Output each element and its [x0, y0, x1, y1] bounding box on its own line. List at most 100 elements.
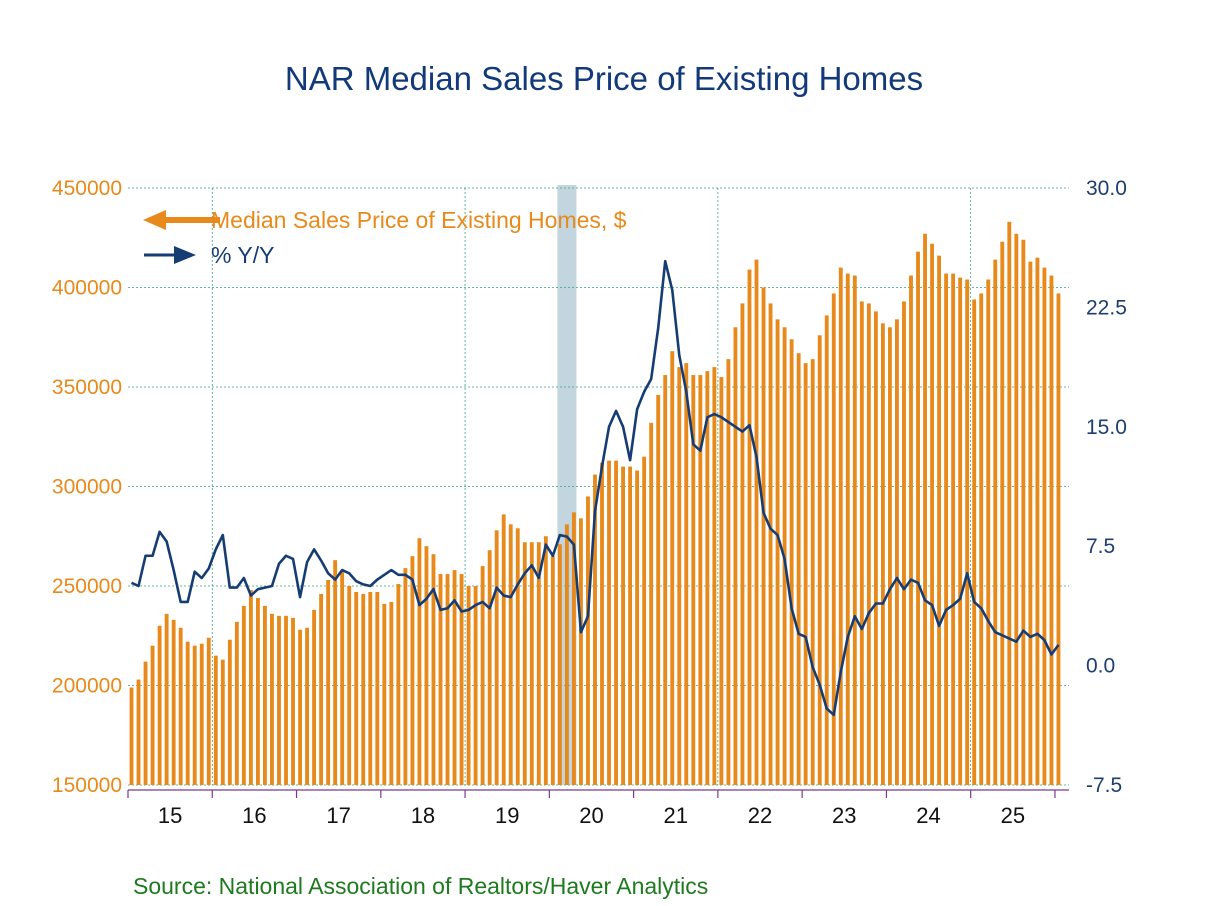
price-bar: [536, 542, 541, 785]
price-bar: [873, 311, 878, 785]
price-bar: [164, 613, 169, 785]
price-bar: [993, 259, 998, 785]
price-bar: [417, 538, 422, 785]
price-bar: [880, 323, 885, 785]
left-tick-label: 200000: [52, 675, 122, 698]
price-bar: [354, 591, 359, 785]
price-bar: [719, 377, 724, 785]
price-bar: [508, 524, 513, 785]
price-bar: [838, 267, 843, 786]
price-bar: [684, 363, 689, 785]
left-tick-label: 300000: [52, 476, 122, 499]
price-bar: [270, 613, 274, 785]
price-bar: [424, 546, 429, 785]
price-bar: [958, 277, 963, 785]
price-bar: [866, 303, 871, 785]
price-bar: [747, 269, 752, 786]
price-bar: [291, 617, 295, 785]
price-bar: [255, 597, 260, 785]
price-bar: [129, 687, 134, 785]
price-bar: [670, 351, 675, 785]
x-tick-label: 18: [411, 803, 435, 828]
x-tick-label: 19: [495, 803, 519, 828]
price-bar: [642, 456, 647, 785]
price-bar: [543, 536, 548, 785]
line-series: [130, 259, 1060, 717]
price-bar: [810, 359, 815, 785]
source-note: Source: National Association of Realtors…: [133, 873, 708, 899]
price-bar: [136, 679, 141, 785]
price-bar: [557, 544, 562, 785]
right-tick-label: 15.0: [1086, 416, 1127, 439]
price-bar: [593, 474, 597, 785]
price-bar: [937, 255, 942, 785]
price-bar: [515, 528, 520, 785]
price-bar: [206, 637, 211, 785]
yoy-line: [130, 259, 1060, 717]
price-bar: [564, 524, 569, 785]
x-tick-label: 15: [158, 803, 182, 828]
price-bar: [691, 375, 696, 785]
legend-item-yoy: % Y/Y: [144, 242, 275, 268]
price-bar: [586, 496, 590, 785]
right-tick-label: 30.0: [1086, 177, 1127, 200]
price-bar: [1056, 293, 1061, 785]
price-bar: [171, 619, 176, 785]
price-bar: [1049, 275, 1054, 785]
price-bar: [192, 645, 197, 785]
price-bar: [930, 243, 934, 786]
price-bar: [501, 514, 506, 785]
price-bar: [1014, 233, 1019, 785]
price-bar: [979, 293, 984, 785]
price-bar: [178, 627, 183, 785]
price-bar: [972, 299, 977, 785]
x-tick-label: 23: [832, 803, 856, 828]
price-bar: [1042, 267, 1047, 786]
price-bar: [768, 303, 773, 785]
price-bar: [340, 572, 345, 785]
price-bar: [375, 591, 380, 785]
price-bar: [277, 615, 281, 785]
price-bar: [522, 542, 527, 785]
price-bar: [494, 530, 499, 785]
price-bar: [431, 554, 436, 785]
legend-yoy-arrow-icon: [174, 246, 196, 264]
price-bar: [887, 327, 892, 785]
x-axis-ticks: 15 16 17 18 19 20 21 22 23 24 25: [158, 803, 1025, 828]
price-bar: [845, 273, 850, 785]
price-bar: [803, 363, 808, 785]
price-bar: [150, 645, 155, 785]
price-bar: [438, 574, 443, 785]
right-axis-ticks: 30.0 22.5 15.0 7.5 0.0 -7.5: [1086, 177, 1127, 797]
price-bar: [614, 460, 618, 785]
price-bar: [1021, 239, 1026, 786]
price-bar: [607, 460, 611, 785]
price-bar: [817, 335, 822, 785]
price-bar: [831, 293, 836, 785]
right-tick-label: 7.5: [1086, 535, 1115, 558]
price-bar: [410, 556, 415, 785]
price-bar: [628, 466, 633, 785]
price-bar: [312, 609, 317, 785]
x-tick-label: 22: [748, 803, 772, 828]
price-bar: [382, 603, 387, 785]
price-bar: [789, 339, 794, 785]
price-bar: [361, 593, 366, 785]
price-bar: [649, 422, 654, 785]
chart-title: NAR Median Sales Price of Existing Homes: [285, 60, 923, 97]
price-bar: [895, 319, 899, 785]
price-bar: [445, 574, 450, 785]
price-bar: [234, 621, 239, 785]
price-bar: [909, 275, 913, 785]
price-bar: [824, 315, 829, 785]
legend-yoy-label: % Y/Y: [211, 242, 275, 268]
price-bar: [656, 394, 661, 785]
right-tick-label: 22.5: [1086, 296, 1127, 319]
left-tick-label: 450000: [52, 177, 122, 200]
price-bar: [487, 550, 492, 785]
price-bar: [185, 641, 190, 785]
price-bar: [902, 301, 906, 785]
legend-item-price: Median Sales Price of Existing Homes, $: [143, 207, 627, 233]
price-bar: [227, 639, 232, 785]
x-tick-label: 24: [916, 803, 940, 828]
